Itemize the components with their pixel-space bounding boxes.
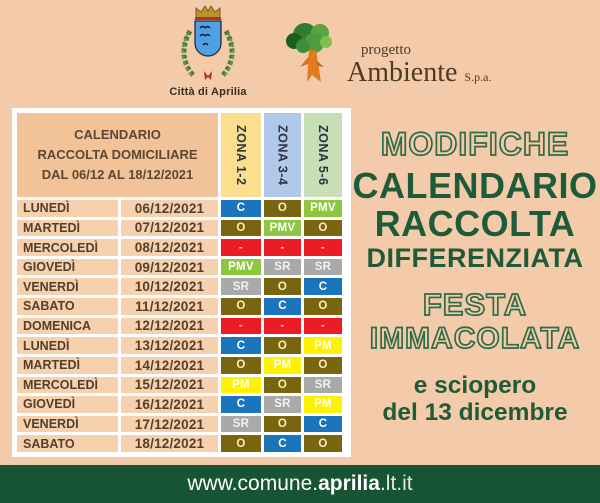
spa-suffix: S.p.a. [464, 70, 492, 84]
progetto-ambiente-wordmark: progetto Ambiente S.p.a. [347, 20, 491, 87]
zone-code-cell: PM [304, 337, 342, 354]
aprilia-logo-caption: Città di Aprilia [169, 86, 247, 98]
headline-differenziata: DIFFERENZIATA [366, 243, 584, 274]
table-date-cell: 14/12/2021 [121, 356, 218, 374]
headline-raccolta: RACCOLTA [374, 202, 576, 244]
table-day-cell: LUNEDÌ [17, 200, 118, 217]
zone-header-5-6: ZONA 5-6 [304, 113, 342, 197]
zone-code-cell: O [304, 356, 342, 374]
zone-header-3-4: ZONA 3-4 [264, 113, 301, 197]
zone-code-cell: C [304, 278, 342, 296]
zone-code-cell: C [264, 435, 301, 452]
zone-code-cell: SR [304, 376, 342, 394]
zone-code-cell: O [264, 278, 301, 296]
zone-code-cell: O [304, 298, 342, 315]
progetto-ambiente-logo: progetto Ambiente S.p.a. [281, 20, 491, 87]
table-date-cell: 09/12/2021 [121, 258, 218, 276]
zone-code-cell: - [264, 317, 301, 335]
table-day-cell: SABATO [17, 435, 118, 452]
zone-code-cell: PMV [221, 258, 261, 276]
aprilia-coat-of-arms-icon [181, 5, 235, 80]
zone-code-cell: O [221, 298, 261, 315]
zone-code-cell: C [264, 298, 301, 315]
headline-block: MODIFICHE CALENDARIO RACCOLTA DIFFERENZI… [352, 125, 598, 427]
zone-code-cell: - [221, 317, 261, 335]
zone-code-cell: O [264, 337, 301, 354]
zone-code-cell: - [264, 239, 301, 256]
zone-code-cell: - [221, 239, 261, 256]
url-suffix: .lt.it [379, 472, 413, 495]
headline-modifiche: MODIFICHE [380, 125, 570, 163]
zone-code-cell: O [264, 376, 301, 394]
table-date-cell: 13/12/2021 [121, 337, 218, 354]
table-date-cell: 06/12/2021 [121, 200, 218, 217]
zone-code-cell: PMV [264, 219, 301, 237]
table-day-cell: SABATO [17, 298, 118, 315]
zone-code-cell: O [264, 415, 301, 433]
table-date-cell: 07/12/2021 [121, 219, 218, 237]
zone-code-cell: O [221, 356, 261, 374]
url-prefix: www.comune. [187, 472, 319, 495]
zone-code-cell: SR [304, 258, 342, 276]
footer-url-bar: www.comune.aprilia.lt.it [0, 465, 600, 503]
table-day-cell: MERCOLEDÌ [17, 376, 118, 394]
tree-icon [286, 23, 332, 82]
zone-code-cell: PM [221, 376, 261, 394]
ambiente-word: Ambiente [347, 57, 458, 88]
zone-code-cell: SR [221, 415, 261, 433]
headline-sciopero-line1: e sciopero [413, 371, 537, 399]
table-day-cell: MERCOLEDÌ [17, 239, 118, 256]
zone-header-1-2: ZONA 1-2 [221, 113, 261, 197]
zone-code-cell: - [304, 317, 342, 335]
table-day-cell: VENERDÌ [17, 278, 118, 296]
table-day-cell: MARTEDÌ [17, 219, 118, 237]
zone-code-cell: O [221, 219, 261, 237]
zone-code-cell: O [304, 435, 342, 452]
headline-festa: FESTA [422, 286, 528, 322]
table-date-cell: 18/12/2021 [121, 435, 218, 452]
zone-code-cell: C [304, 415, 342, 433]
calendar-table-title: CALENDARIO RACCOLTA DOMICILIARE DAL 06/1… [17, 113, 218, 197]
table-day-cell: DOMENICA [17, 317, 118, 335]
zone-code-cell: SR [221, 278, 261, 296]
zone-code-cell: PMV [304, 200, 342, 217]
zone-code-cell: - [304, 239, 342, 256]
zone-code-cell: C [221, 396, 261, 413]
table-day-cell: MARTEDÌ [17, 356, 118, 374]
table-day-cell: GIOVEDÌ [17, 396, 118, 413]
table-date-cell: 08/12/2021 [121, 239, 218, 256]
table-date-cell: 12/12/2021 [121, 317, 218, 335]
url-bold: aprilia [318, 472, 380, 495]
calendar-table: CALENDARIO RACCOLTA DOMICILIARE DAL 06/1… [12, 108, 351, 457]
zone-code-cell: O [264, 200, 301, 217]
headline-immacolata: IMMACOLATA [369, 321, 581, 356]
ambiente-label: Ambiente S.p.a. [347, 59, 491, 87]
headline-strike-note: e sciopero del 13 dicembre [352, 372, 598, 427]
zone-code-cell: SR [264, 258, 301, 276]
table-date-cell: 17/12/2021 [121, 415, 218, 433]
table-day-cell: VENERDÌ [17, 415, 118, 433]
table-date-cell: 10/12/2021 [121, 278, 218, 296]
zone-code-cell: O [304, 219, 342, 237]
table-day-cell: LUNEDÌ [17, 337, 118, 354]
aprilia-logo: Città di Aprilia [158, 5, 258, 98]
zone-code-cell: C [221, 337, 261, 354]
table-title-line3: DAL 06/12 AL 18/12/2021 [41, 167, 194, 183]
zone-code-cell: PM [304, 396, 342, 413]
headline-sciopero-line2: del 13 dicembre [382, 399, 568, 427]
table-title-line1: CALENDARIO [74, 126, 161, 142]
table-date-cell: 15/12/2021 [121, 376, 218, 394]
zone-code-cell: O [221, 435, 261, 452]
zone-code-cell: C [221, 200, 261, 217]
zone-code-cell: PM [264, 356, 301, 374]
table-date-cell: 16/12/2021 [121, 396, 218, 413]
zone-code-cell: SR [264, 396, 301, 413]
table-title-line2: RACCOLTA DOMICILIARE [37, 146, 198, 162]
table-day-cell: GIOVEDÌ [17, 258, 118, 276]
url-text[interactable]: www.comune.aprilia.lt.it [187, 472, 412, 496]
headline-calendario: CALENDARIO [352, 164, 598, 206]
table-date-cell: 11/12/2021 [121, 298, 218, 315]
progetto-label: progetto [361, 42, 411, 58]
